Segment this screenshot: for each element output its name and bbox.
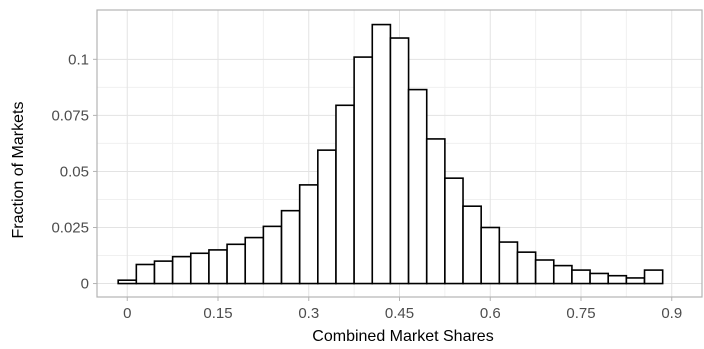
histogram-bar bbox=[571, 269, 591, 285]
histogram-bar bbox=[625, 277, 646, 285]
histogram-bar bbox=[643, 269, 664, 285]
histogram-bar bbox=[480, 226, 501, 285]
histogram-bar bbox=[462, 205, 482, 285]
x-tick-label: 0.6 bbox=[480, 305, 501, 322]
x-axis-title: Combined Market Shares bbox=[312, 328, 493, 345]
histogram-bar bbox=[189, 252, 210, 285]
histogram-bar bbox=[335, 104, 355, 285]
histogram-bar bbox=[280, 209, 301, 285]
histogram-bars bbox=[117, 23, 664, 285]
x-tick-label: 0.45 bbox=[385, 305, 414, 322]
y-tick-label: 0 bbox=[81, 276, 89, 293]
x-tick-label: 0.15 bbox=[203, 305, 232, 322]
y-axis-tick-labels: 0 0.025 0.05 0.075 0.1 bbox=[51, 51, 89, 292]
y-tick-label: 0.05 bbox=[60, 163, 89, 180]
x-tick-label: 0.75 bbox=[566, 305, 595, 322]
histogram-bar bbox=[117, 279, 138, 285]
histogram-bar bbox=[371, 23, 392, 285]
histogram-bar bbox=[171, 255, 192, 285]
histogram-bar bbox=[607, 274, 628, 285]
histogram-bar bbox=[226, 243, 247, 285]
y-tick-label: 0.1 bbox=[68, 51, 89, 68]
histogram-bar bbox=[425, 138, 446, 285]
x-tick-label: 0.3 bbox=[298, 305, 319, 322]
histogram-bar bbox=[298, 184, 319, 285]
histogram-bar bbox=[353, 56, 374, 285]
histogram-bar bbox=[516, 251, 537, 285]
histogram-bar bbox=[498, 241, 519, 285]
y-tick-label: 0.075 bbox=[51, 107, 89, 124]
x-tick-label: 0 bbox=[123, 305, 131, 322]
x-tick-label: 0.9 bbox=[661, 305, 682, 322]
histogram-bar bbox=[262, 225, 283, 285]
histogram-bar bbox=[589, 272, 610, 285]
histogram-bar bbox=[534, 259, 555, 285]
histogram-bar bbox=[407, 88, 428, 285]
histogram-bar bbox=[552, 264, 573, 285]
histogram-bar bbox=[208, 249, 228, 285]
y-tick-label: 0.025 bbox=[51, 219, 89, 236]
x-axis-tick-labels: 0 0.15 0.3 0.45 0.6 0.75 0.9 bbox=[123, 305, 682, 322]
histogram-bar bbox=[317, 149, 337, 285]
histogram-bar bbox=[389, 37, 410, 285]
axis-ticks bbox=[93, 58, 673, 301]
histogram-bar bbox=[135, 263, 156, 285]
histogram-bar bbox=[244, 236, 265, 285]
histogram-bar bbox=[444, 177, 464, 285]
histogram-bar bbox=[153, 260, 174, 285]
y-axis-title: Fraction of Markets bbox=[10, 102, 27, 239]
